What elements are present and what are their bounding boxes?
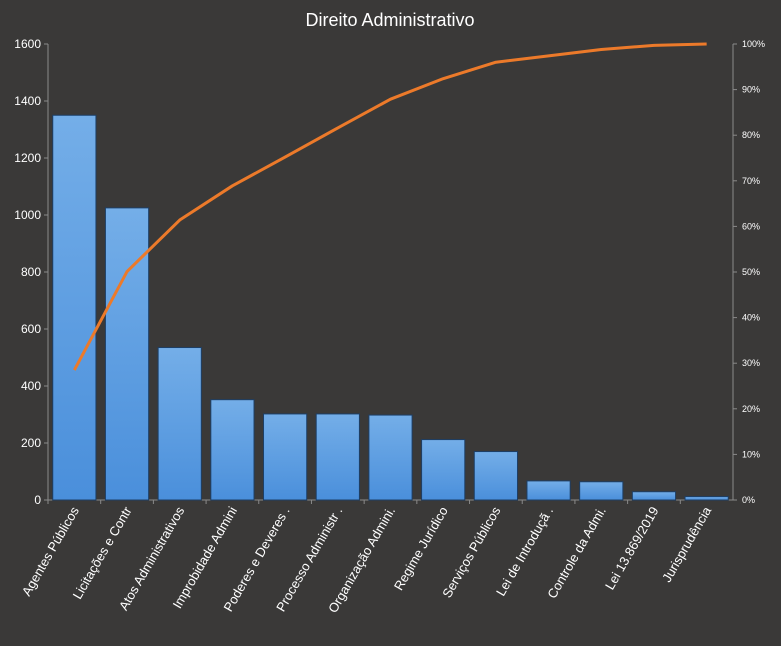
y-tick-label: 1200 xyxy=(14,151,41,165)
y-tick-label: 1000 xyxy=(14,208,41,222)
x-tick-label: Lei 13.869/2019 xyxy=(602,504,662,592)
bar xyxy=(631,491,677,501)
y-tick-label: 200 xyxy=(21,436,41,450)
bar xyxy=(368,414,413,501)
bar xyxy=(210,399,255,501)
x-tick-label: Licitações e Contr xyxy=(70,503,135,601)
x-tick-label: Serviços Públicos xyxy=(439,504,504,601)
y2-tick-label: 90% xyxy=(742,85,760,95)
x-tick-label: Lei de Introduçã . xyxy=(493,504,556,599)
bar xyxy=(104,207,150,501)
y-axis-left-labels: 0 200 400 600 800 1000 1200 1400 1600 xyxy=(14,37,48,507)
bar xyxy=(526,480,571,501)
y2-tick-label: 70% xyxy=(742,176,760,186)
y-tick-label: 0 xyxy=(34,493,41,507)
cumulative-line xyxy=(73,42,707,371)
y2-tick-label: 20% xyxy=(742,404,760,414)
y2-tick-label: 60% xyxy=(742,221,760,231)
bar xyxy=(579,481,624,501)
y-tick-label: 1400 xyxy=(14,94,41,108)
cumulative-line-series xyxy=(73,42,707,371)
x-tick-label: Regime Jurídico xyxy=(391,504,451,593)
bar xyxy=(157,347,202,501)
bar xyxy=(315,413,360,501)
chart-title: Direito Administrativo xyxy=(305,10,474,30)
x-tick-label: Controle da Admi. xyxy=(544,504,609,601)
bar-series xyxy=(52,114,729,501)
y-tick-label: 600 xyxy=(21,322,41,336)
x-tick-label: Agentes Públicos xyxy=(19,504,82,599)
y2-tick-label: 0% xyxy=(742,495,755,505)
y2-tick-label: 40% xyxy=(742,313,760,323)
y2-tick-label: 50% xyxy=(742,267,760,277)
y2-tick-label: 10% xyxy=(742,449,760,459)
x-tick-label: Jurisprudência xyxy=(659,503,715,584)
y2-tick-label: 100% xyxy=(742,39,765,49)
bar xyxy=(421,439,466,501)
y-tick-label: 400 xyxy=(21,379,41,393)
y2-tick-label: 30% xyxy=(742,358,760,368)
y2-tick-label: 80% xyxy=(742,130,760,140)
bar xyxy=(473,451,518,501)
bar xyxy=(263,413,308,501)
y-tick-label: 800 xyxy=(21,265,41,279)
bar xyxy=(684,496,729,501)
bar xyxy=(52,114,97,501)
y-axis-right-labels: 0% 10% 20% 30% 40% 50% 60% 70% 80% 90% 100% xyxy=(733,39,765,505)
y-tick-label: 1600 xyxy=(14,37,41,51)
